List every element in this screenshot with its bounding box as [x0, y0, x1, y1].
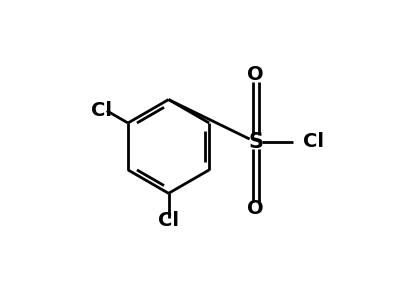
Text: S: S — [248, 132, 263, 152]
Text: Cl: Cl — [91, 101, 112, 120]
Text: O: O — [247, 200, 264, 218]
Text: Cl: Cl — [158, 211, 179, 230]
Text: Cl: Cl — [303, 133, 324, 151]
Text: O: O — [247, 66, 264, 84]
